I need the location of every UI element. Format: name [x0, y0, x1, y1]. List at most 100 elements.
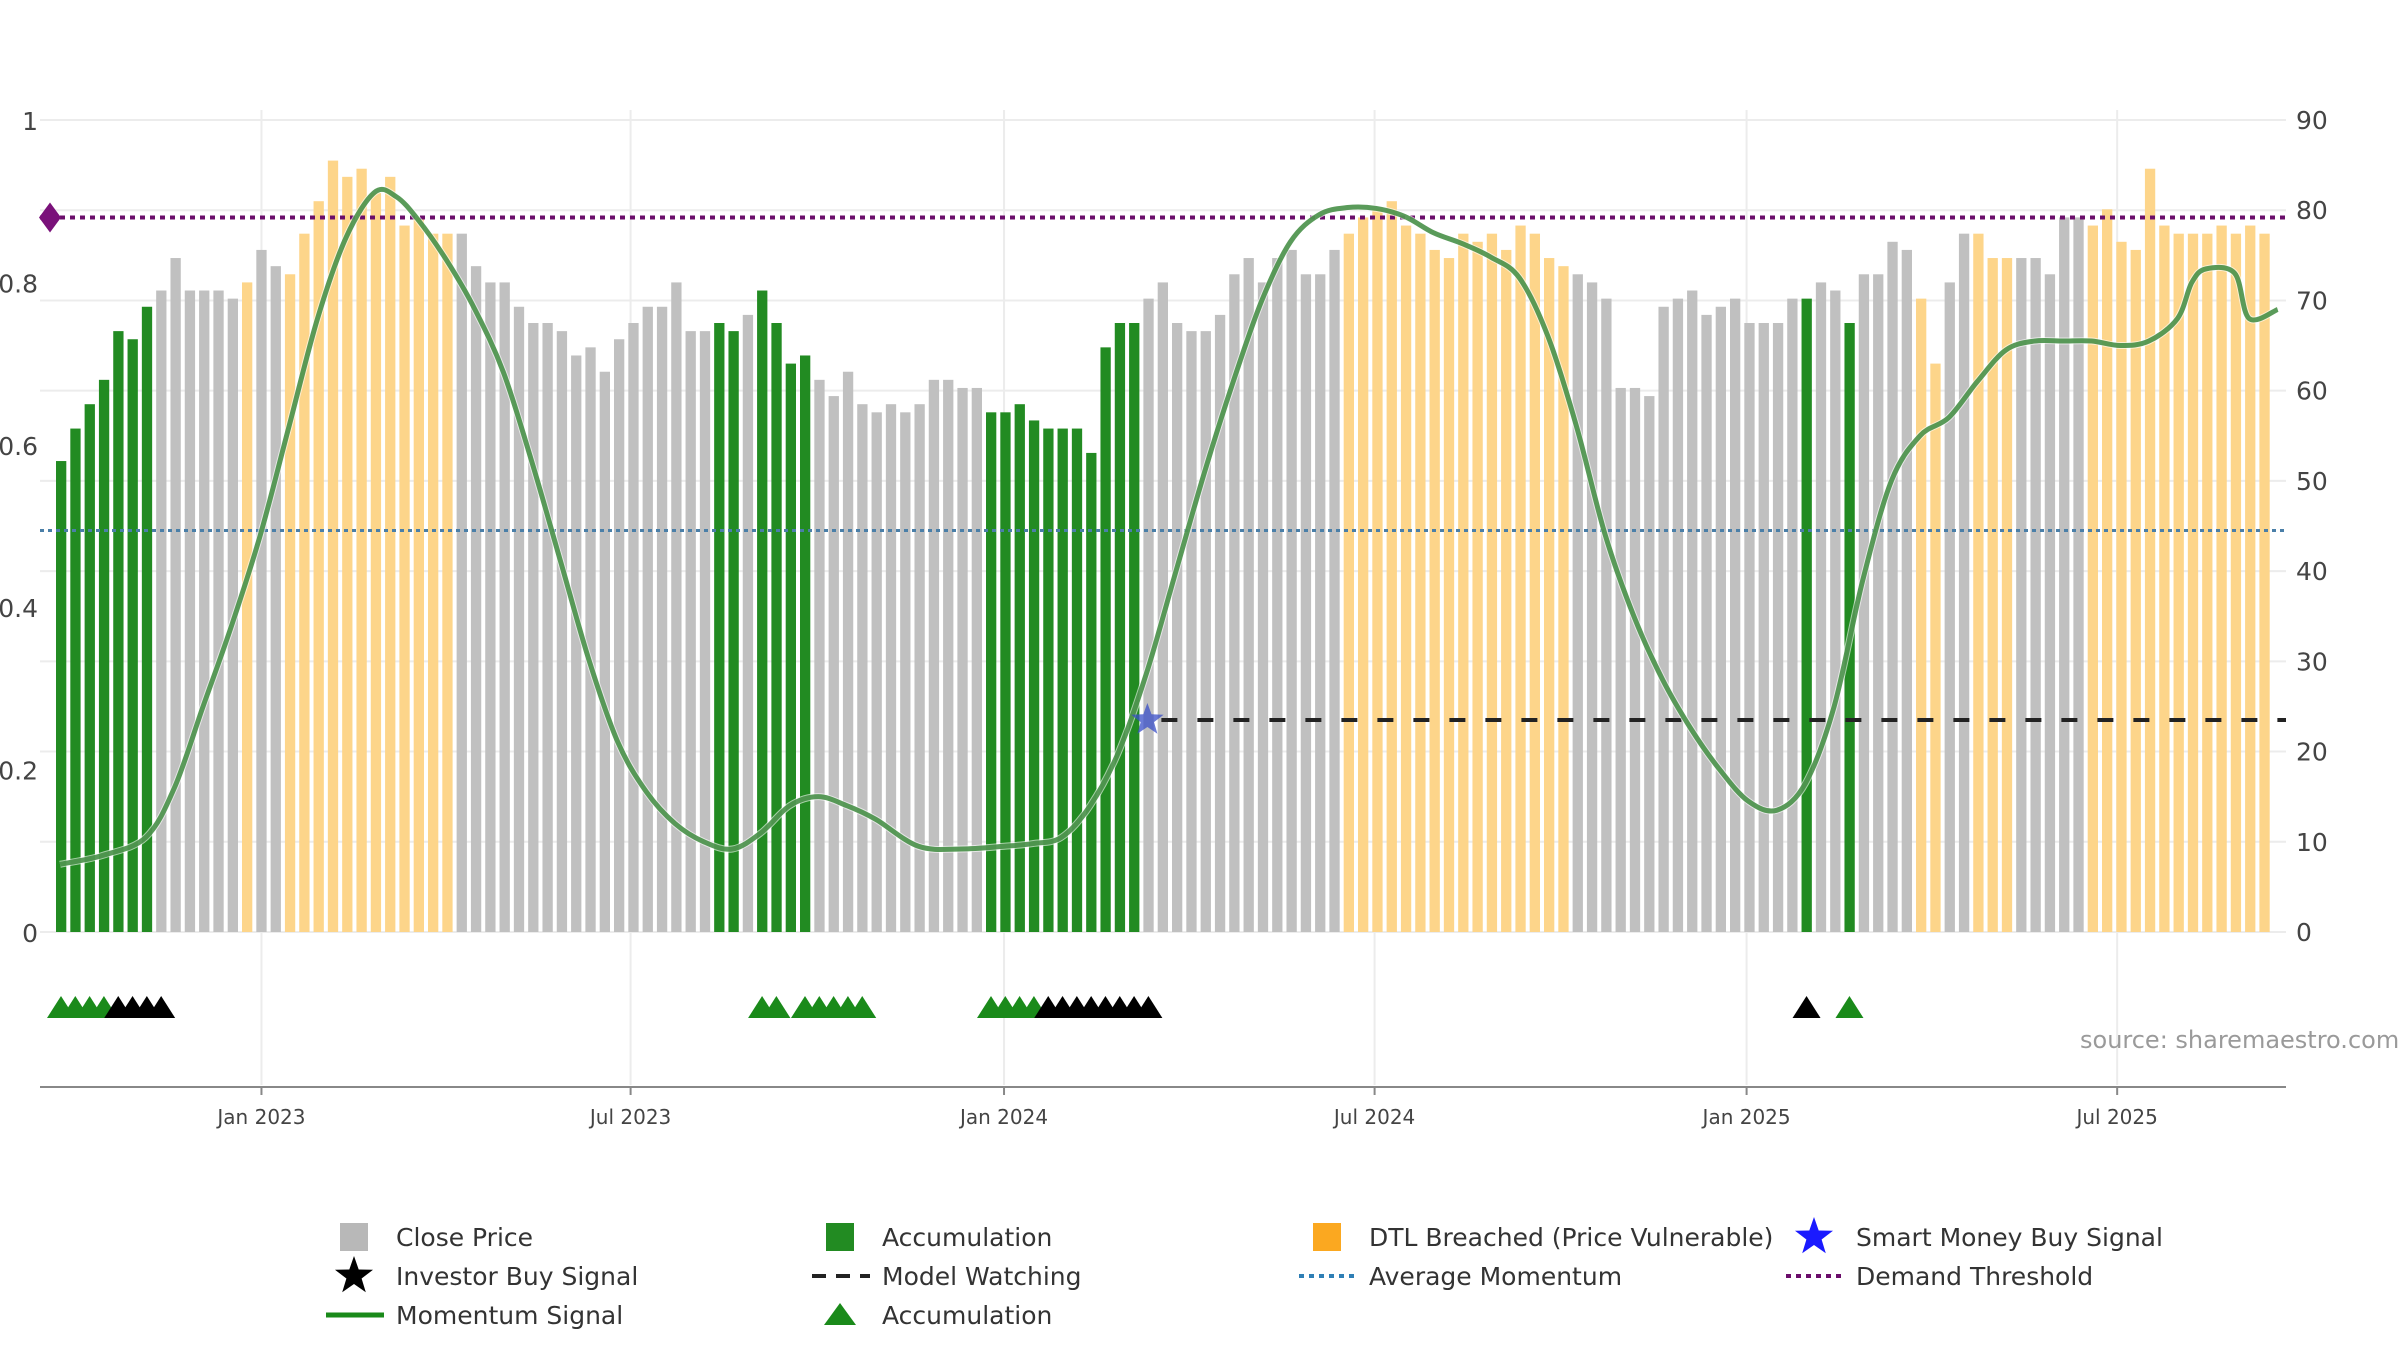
- price-bar: [628, 323, 639, 932]
- price-bar: [1758, 323, 1769, 932]
- left-tick-label: 0.6: [0, 432, 38, 461]
- price-bar: [656, 306, 668, 932]
- price-bar: [141, 306, 153, 932]
- x-tick-label: Jan 2025: [1701, 1105, 1791, 1129]
- left-tick-label: 0.8: [0, 269, 38, 298]
- price-bar: [2030, 258, 2041, 932]
- price-bar: [1400, 225, 1412, 932]
- smart-money-star: [1131, 703, 1164, 734]
- price-bar: [699, 331, 711, 932]
- price-bar: [1601, 298, 1612, 932]
- right-tick-label: 60: [2296, 377, 2328, 406]
- right-tick-label: 10: [2296, 828, 2328, 857]
- legend-item: Close Price: [340, 1223, 533, 1252]
- legend-label: Accumulation: [882, 1223, 1052, 1252]
- legend: Close Price Investor Buy Signal Momentum S…: [326, 1217, 2163, 1330]
- right-tick-label: 40: [2296, 557, 2328, 586]
- markers: [47, 703, 1864, 1018]
- legend-square-icon: [340, 1223, 368, 1251]
- price-bar: [2116, 241, 2127, 933]
- price-bar: [671, 282, 682, 932]
- price-bar: [70, 428, 81, 932]
- price-bar: [1930, 363, 1941, 933]
- price-bar: [199, 290, 210, 932]
- price-bar: [1386, 201, 1397, 932]
- price-bar: [1586, 282, 1598, 932]
- signal-triangle: [1792, 996, 1821, 1018]
- price-bar: [1272, 258, 1283, 932]
- price-bar: [1887, 241, 1898, 933]
- price-bar: [1458, 233, 1469, 932]
- legend-label: Model Watching: [882, 1262, 1082, 1291]
- price-bar: [1372, 209, 1383, 932]
- price-bar: [1544, 258, 1555, 932]
- price-bar: [1043, 428, 1054, 932]
- price-bar: [1343, 233, 1354, 932]
- price-bar: [1916, 298, 1927, 932]
- price-bar: [986, 412, 997, 932]
- legend-item: Momentum Signal: [326, 1301, 623, 1330]
- signal-triangle: [1835, 996, 1864, 1018]
- price-bar: [1672, 298, 1684, 932]
- legend-item: Accumulation: [826, 1223, 1052, 1252]
- price-bar: [542, 323, 553, 932]
- price-bar: [213, 290, 224, 932]
- price-bar: [1057, 428, 1068, 932]
- legend-item: Investor Buy Signal: [335, 1256, 638, 1293]
- price-bar: [1515, 225, 1526, 932]
- signal-triangle: [762, 996, 791, 1018]
- price-bar: [528, 323, 539, 932]
- price-bar: [1658, 306, 1669, 932]
- price-bar: [1973, 233, 1984, 932]
- legend-item: Demand Threshold: [1786, 1262, 2093, 1291]
- price-bar: [2159, 225, 2170, 932]
- price-bar: [1472, 241, 1483, 933]
- price-bar: [1071, 428, 1083, 932]
- price-bar: [313, 201, 324, 932]
- price-bar: [299, 233, 310, 932]
- price-bar: [113, 331, 124, 932]
- price-bar: [327, 160, 339, 933]
- price-bar: [1300, 274, 1312, 932]
- price-bar: [714, 323, 725, 932]
- price-bar: [499, 282, 510, 932]
- price-bar: [1014, 404, 1025, 932]
- price-bar: [1687, 290, 1698, 932]
- momentum-line: [59, 186, 2279, 867]
- price-bar: [428, 233, 439, 932]
- price-bar: [2130, 249, 2141, 933]
- price-bar: [800, 355, 811, 933]
- signal-triangle: [147, 996, 176, 1018]
- axes: Jan 2023 Jul 2023 Jan 2024 Jul 2024 Jan 2025…: [0, 106, 2328, 1129]
- price-bar: [2001, 258, 2013, 932]
- legend-label: Demand Threshold: [1856, 1262, 2093, 1291]
- price-bar: [1572, 274, 1583, 932]
- price-bar: [1644, 396, 1655, 933]
- price-bar: [1329, 249, 1340, 933]
- price-bar: [1114, 323, 1126, 932]
- right-tick-label: 50: [2296, 467, 2328, 496]
- legend-label: Smart Money Buy Signal: [1856, 1223, 2163, 1252]
- price-bar: [470, 266, 482, 932]
- x-tick-label: Jan 2024: [958, 1105, 1048, 1129]
- price-bar: [900, 412, 911, 932]
- left-tick-label: 0.4: [0, 594, 38, 623]
- price-bar: [1801, 298, 1812, 932]
- price-bar: [571, 355, 582, 933]
- legend-square-icon: [826, 1223, 854, 1251]
- legend-item: Accumulation: [824, 1301, 1052, 1330]
- price-bar: [1787, 298, 1798, 932]
- price-bar: [757, 290, 768, 932]
- price-bar: [2202, 233, 2213, 932]
- price-bar: [828, 396, 839, 933]
- price-bar: [614, 339, 625, 932]
- legend-star-icon: [335, 1256, 373, 1293]
- legend-item: Average Momentum: [1299, 1262, 1622, 1291]
- left-tick-label: 0.2: [0, 757, 38, 786]
- legend-label: Close Price: [396, 1223, 533, 1252]
- price-bar: [184, 290, 196, 932]
- price-bar: [1858, 274, 1870, 932]
- price-bar: [2016, 258, 2027, 932]
- price-bar: [1000, 412, 1011, 932]
- price-bar: [456, 233, 467, 932]
